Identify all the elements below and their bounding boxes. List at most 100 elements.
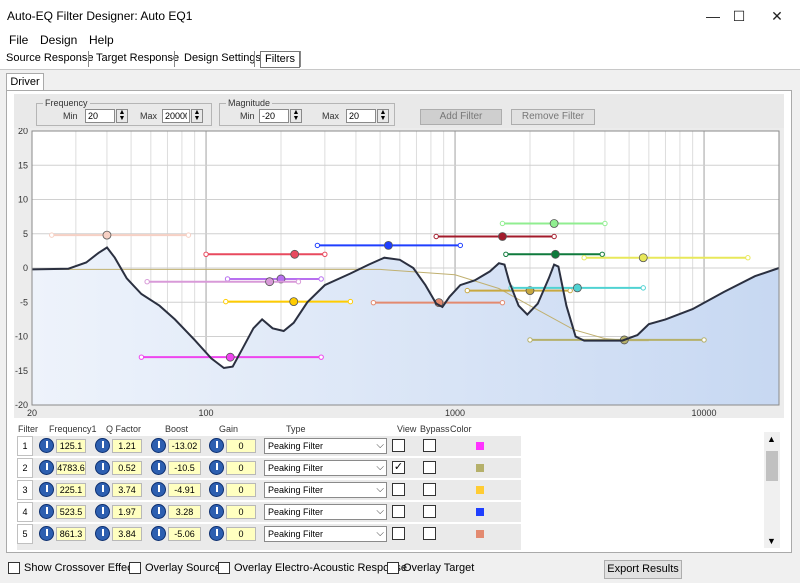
export-results-button[interactable]: Export Results <box>604 560 682 579</box>
gain-value[interactable]: 0 <box>226 461 256 475</box>
boost-value[interactable]: -10.5 <box>168 461 201 475</box>
q-factor-value[interactable]: 3.84 <box>112 527 142 541</box>
view-checkbox[interactable] <box>392 439 405 452</box>
table-row[interactable]: 4 523.5 1.97 3.28 0 Peaking Filter ⌵ <box>17 502 521 522</box>
overlay-target-checkbox[interactable] <box>387 562 399 574</box>
gain-knob-icon[interactable] <box>209 460 224 475</box>
filter-type-select[interactable]: Peaking Filter ⌵ <box>264 482 387 498</box>
tab-target-response[interactable]: Target Response <box>96 52 180 64</box>
q-factor-knob-icon[interactable] <box>95 526 110 541</box>
q-factor-value[interactable]: 1.97 <box>112 505 142 519</box>
gain-value[interactable]: 0 <box>226 439 256 453</box>
scroll-thumb[interactable] <box>766 451 778 481</box>
view-checkbox[interactable]: ✓ <box>392 461 405 474</box>
frequency-value[interactable]: 523.5 <box>56 505 86 519</box>
q-factor-knob-icon[interactable] <box>95 438 110 453</box>
menu-help[interactable]: Help <box>89 33 114 47</box>
show-crossover-checkbox[interactable] <box>8 562 20 574</box>
table-row[interactable]: 2 4783.6 0.52 -10.5 0 Peaking Filter ⌵ ✓ <box>17 458 521 478</box>
bypass-checkbox[interactable] <box>423 505 436 518</box>
tab-source-response[interactable]: Source Response <box>6 52 94 64</box>
freq-min-input[interactable] <box>85 109 115 123</box>
filter-type-select[interactable]: Peaking Filter ⌵ <box>264 460 387 476</box>
filter-color-swatch[interactable] <box>476 442 484 450</box>
q-factor-knob-icon[interactable] <box>95 460 110 475</box>
frequency-value[interactable]: 861.3 <box>56 527 86 541</box>
bypass-checkbox[interactable] <box>423 483 436 496</box>
table-scrollbar[interactable]: ▲ ▼ <box>764 432 780 548</box>
boost-knob-icon[interactable] <box>151 526 166 541</box>
tab-filters[interactable]: Filters <box>260 51 300 68</box>
view-checkbox[interactable] <box>392 483 405 496</box>
filter-color-swatch[interactable] <box>476 486 484 494</box>
maximize-button[interactable]: ☐ <box>732 8 746 24</box>
overlay-electro-acoustic-checkbox[interactable] <box>218 562 230 574</box>
filter-color-swatch[interactable] <box>476 530 484 538</box>
freq-max-spinner[interactable]: ▲ ▼ <box>191 109 203 123</box>
frequency-knob-icon[interactable] <box>39 504 54 519</box>
boost-knob-icon[interactable] <box>151 460 166 475</box>
mag-max-spinner[interactable]: ▲ ▼ <box>377 109 389 123</box>
table-row[interactable]: 1 125.1 1.21 -13.02 0 Peaking Filter ⌵ <box>17 436 521 456</box>
add-filter-button[interactable]: Add Filter <box>420 109 502 125</box>
remove-filter-button[interactable]: Remove Filter <box>511 109 595 125</box>
scroll-down-icon[interactable]: ▼ <box>767 536 776 546</box>
gain-knob-icon[interactable] <box>209 504 224 519</box>
q-factor-value[interactable]: 0.52 <box>112 461 142 475</box>
menu-file[interactable]: File <box>9 33 29 47</box>
freq-min-spinner[interactable]: ▲ ▼ <box>116 109 128 123</box>
boost-knob-icon[interactable] <box>151 504 166 519</box>
gain-knob-icon[interactable] <box>209 526 224 541</box>
tab-design-settings[interactable]: Design Settings <box>184 52 262 64</box>
q-factor-value[interactable]: 3.74 <box>112 483 142 497</box>
boost-value[interactable]: -5.06 <box>168 527 201 541</box>
boost-knob-icon[interactable] <box>151 438 166 453</box>
boost-knob-icon[interactable] <box>151 482 166 497</box>
gain-value[interactable]: 0 <box>226 505 256 519</box>
scroll-up-icon[interactable]: ▲ <box>767 434 776 444</box>
freq-max-input[interactable] <box>162 109 190 123</box>
boost-value[interactable]: 3.28 <box>168 505 201 519</box>
gain-knob-icon[interactable] <box>209 482 224 497</box>
bypass-checkbox[interactable] <box>423 461 436 474</box>
mag-min-spinner[interactable]: ▲ ▼ <box>290 109 302 123</box>
q-factor-knob-icon[interactable] <box>95 504 110 519</box>
freq-max-field[interactable] <box>163 110 189 122</box>
boost-value[interactable]: -13.02 <box>168 439 201 453</box>
tab-driver[interactable]: Driver <box>6 73 44 91</box>
view-checkbox[interactable] <box>392 505 405 518</box>
menu-design[interactable]: Design <box>40 33 78 47</box>
bypass-checkbox[interactable] <box>423 439 436 452</box>
q-factor-knob-icon[interactable] <box>95 482 110 497</box>
mag-max-input[interactable] <box>346 109 376 123</box>
filter-color-swatch[interactable] <box>476 508 484 516</box>
bypass-checkbox[interactable] <box>423 527 436 540</box>
frequency-knob-icon[interactable] <box>39 438 54 453</box>
frequency-knob-icon[interactable] <box>39 526 54 541</box>
minimize-button[interactable]: — <box>706 8 720 24</box>
close-button[interactable]: ✕ <box>771 8 783 24</box>
filter-type-select[interactable]: Peaking Filter ⌵ <box>264 504 387 520</box>
view-checkbox[interactable] <box>392 527 405 540</box>
frequency-knob-icon[interactable] <box>39 482 54 497</box>
gain-value[interactable]: 0 <box>226 527 256 541</box>
mag-max-field[interactable] <box>347 110 375 122</box>
freq-min-field[interactable] <box>86 110 114 122</box>
boost-value[interactable]: -4.91 <box>168 483 201 497</box>
filter-type-select[interactable]: Peaking Filter ⌵ <box>264 438 387 454</box>
gain-value[interactable]: 0 <box>226 483 256 497</box>
filter-color-swatch[interactable] <box>476 464 484 472</box>
frequency-knob-icon[interactable] <box>39 460 54 475</box>
mag-min-input[interactable] <box>259 109 289 123</box>
overlay-source-checkbox[interactable] <box>129 562 141 574</box>
frequency-value[interactable]: 125.1 <box>56 439 86 453</box>
mag-min-field[interactable] <box>260 110 288 122</box>
table-row[interactable]: 5 861.3 3.84 -5.06 0 Peaking Filter ⌵ <box>17 524 521 544</box>
filter-type-select[interactable]: Peaking Filter ⌵ <box>264 526 387 542</box>
frequency-value[interactable]: 4783.6 <box>56 461 86 475</box>
frequency-value[interactable]: 225.1 <box>56 483 86 497</box>
q-factor-value[interactable]: 1.21 <box>112 439 142 453</box>
table-row[interactable]: 3 225.1 3.74 -4.91 0 Peaking Filter ⌵ <box>17 480 521 500</box>
gain-knob-icon[interactable] <box>209 438 224 453</box>
